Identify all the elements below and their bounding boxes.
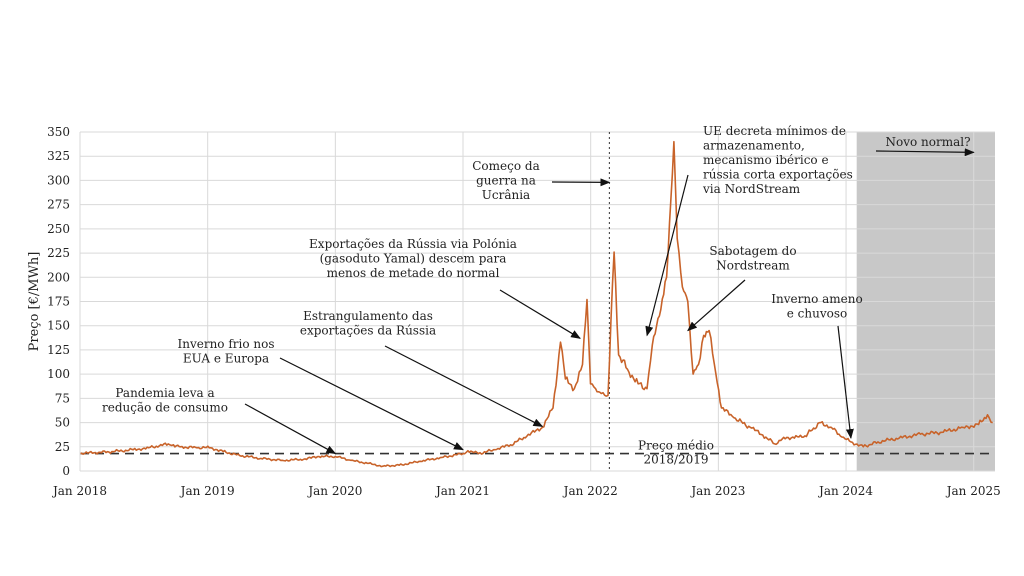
annotation-text: Começo da guerra na Ucrânia (472, 159, 539, 202)
y-tick-label: 225 (47, 246, 70, 260)
annotation-line: EUA e Europa (183, 352, 269, 366)
x-tick-label: Jan 2020 (306, 484, 362, 498)
x-tick-label: Jan 2018 (51, 484, 107, 498)
y-tick-label: 25 (55, 440, 70, 454)
y-tick-label: 325 (47, 149, 70, 163)
annotation-line: Inverno frio nos (177, 337, 274, 351)
y-tick-label: 150 (47, 319, 70, 333)
annotation-line: guerra na (476, 174, 536, 188)
x-tick-label: Jan 2022 (562, 484, 618, 498)
annotation-line: via NordStream (702, 182, 801, 196)
annotation-line: exportações da Rússia (300, 324, 436, 338)
annotation-line: UE decreta mínimos de (703, 124, 846, 138)
annotation-line: (gasoduto Yamal) descem para (320, 252, 507, 266)
annotation-text: Inverno frio nos EUA e Europa (177, 337, 274, 366)
annotation-line: Exportações da Rússia via Polónia (309, 237, 517, 251)
y-tick-label: 275 (47, 198, 70, 212)
x-tick-label: Jan 2019 (179, 484, 235, 498)
annotation-line: e chuvoso (787, 307, 847, 321)
average-price-label: Preço médio 2018/2019 (638, 439, 714, 467)
annotation-line: Começo da (472, 159, 539, 173)
annotation-line: Novo normal? (885, 135, 970, 149)
y-tick-label: 250 (47, 222, 70, 236)
annotation-arrow (837, 325, 854, 440)
y-tick-label: 75 (55, 391, 70, 405)
y-tick-label: 200 (47, 270, 70, 284)
y-tick-label: 350 (47, 125, 70, 139)
annotation-line: rússia corta exportações (703, 168, 853, 182)
annotation-line: Inverno ameno (771, 292, 862, 306)
annotation-line: Sabotagem do (709, 244, 796, 258)
annotation-line: 2018/2019 (643, 453, 708, 467)
annotation-text: Exportações da Rússia via Polónia (gasodu… (309, 237, 517, 280)
y-tick-label: 300 (47, 173, 70, 187)
annotation-text: Inverno ameno e chuvoso (771, 292, 862, 321)
annotation-arrow (875, 148, 975, 157)
y-tick-label: 175 (47, 295, 70, 309)
annotation-line: Estrangulamento das (303, 309, 433, 323)
annotation-line: Preço médio (638, 439, 714, 453)
annotation-text: Estrangulamento das exportações da Rússia (300, 309, 436, 338)
annotation-line: Pandemia leva a (115, 386, 214, 400)
annotation-arrow (244, 403, 337, 455)
x-tick-label: Jan 2021 (434, 484, 490, 498)
annotation-arrow (499, 289, 581, 339)
annotation-line: Nordstream (716, 259, 790, 273)
price-series-line (79, 140, 993, 468)
x-tick-label: Jan 2023 (689, 484, 745, 498)
annotation-line: Ucrânia (482, 188, 530, 202)
annotation-arrow (645, 174, 689, 337)
y-tick-label: 0 (62, 464, 70, 478)
annotation-line: redução de consumo (102, 401, 228, 415)
annotation-text: UE decreta mínimos de armazenamento, mecan… (702, 124, 853, 196)
annotation-arrow (384, 345, 544, 427)
annotation-text: Novo normal? (885, 135, 970, 149)
y-tick-label: 50 (55, 416, 70, 430)
y-axis-title: Preço [€/MWh] (27, 252, 42, 352)
annotation-arrow (687, 279, 746, 332)
annotation-line: menos de metade do normal (327, 266, 500, 280)
y-tick-label: 125 (47, 343, 70, 357)
annotation-line: armazenamento, (703, 139, 805, 153)
y-tick-label: 100 (47, 367, 70, 381)
annotation-text: Pandemia leva a redução de consumo (102, 386, 228, 415)
annotation-text: Sabotagem do Nordstream (709, 244, 796, 273)
annotation-line: mecanismo ibérico e (703, 153, 829, 167)
x-tick-label: Jan 2025 (945, 484, 1001, 498)
x-tick-label: Jan 2024 (817, 484, 873, 498)
annotation-arrow (279, 357, 464, 451)
